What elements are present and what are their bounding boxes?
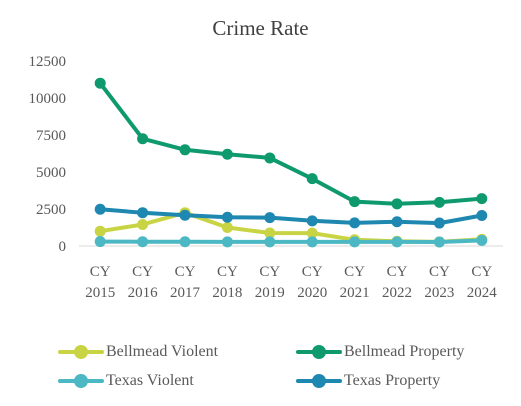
data-point — [221, 211, 233, 223]
series-3 — [94, 203, 488, 229]
series-line — [98, 238, 484, 244]
data-point — [306, 227, 318, 239]
legend-swatch — [296, 343, 342, 361]
legend-label: Bellmead Violent — [106, 343, 219, 360]
data-point — [264, 227, 276, 239]
x-tick-label: CY 2023 — [424, 264, 454, 301]
data-point — [221, 236, 233, 248]
line-chart: 0 2500 5000 7500 10000 12500 CY 2015 CY 2016 CY 201… — [29, 54, 503, 301]
data-point — [264, 212, 276, 224]
data-point — [179, 209, 191, 221]
x-tick-label: CY 2017 — [170, 264, 201, 301]
series-line — [98, 207, 484, 226]
data-point — [137, 219, 149, 231]
legend-label: Bellmead Property — [344, 343, 465, 360]
data-point — [264, 152, 276, 164]
y-tick-label: 12500 — [29, 54, 67, 70]
data-point — [137, 207, 149, 219]
data-point — [476, 210, 488, 222]
data-point — [137, 133, 149, 145]
data-point — [221, 148, 233, 160]
legend-label: Texas Property — [344, 372, 441, 389]
chart-axes: 0 2500 5000 7500 10000 12500 CY 2015 CY 2016 CY 201… — [29, 54, 503, 301]
data-point — [349, 217, 361, 229]
x-tick-label: CY 2020 — [297, 264, 327, 301]
data-point — [433, 217, 445, 229]
x-tick-label: CY 2016 — [128, 264, 159, 301]
data-point — [94, 203, 106, 215]
x-tick-label: CY 2018 — [212, 264, 242, 301]
data-point — [264, 236, 276, 248]
data-point — [221, 222, 233, 233]
data-point — [306, 215, 318, 227]
y-tick-label: 5000 — [36, 165, 66, 181]
data-point — [137, 236, 149, 248]
data-point — [433, 196, 445, 208]
legend-swatch — [296, 372, 342, 390]
series-2 — [94, 234, 488, 248]
series-1 — [94, 77, 488, 210]
data-point — [94, 77, 106, 89]
chart-title: Crime Rate — [212, 16, 309, 40]
series-line — [98, 81, 484, 206]
data-point — [349, 236, 361, 248]
data-point — [179, 236, 191, 248]
x-tick-label: CY 2022 — [382, 264, 412, 301]
data-point — [306, 173, 318, 185]
data-point — [391, 198, 403, 210]
x-tick-label: CY 2015 — [85, 264, 115, 301]
x-tick-label: CY 2019 — [255, 264, 285, 301]
y-tick-label: 0 — [59, 239, 67, 255]
legend-swatch — [58, 372, 104, 390]
legend-item-texas-property: Texas Property — [296, 372, 440, 390]
y-tick-label: 2500 — [36, 202, 66, 218]
data-point — [391, 236, 403, 248]
legend-label: Texas Violent — [106, 372, 194, 389]
data-point — [94, 225, 106, 237]
series-line — [98, 210, 484, 244]
data-point — [433, 236, 445, 248]
data-point — [476, 234, 488, 246]
y-tick-label: 7500 — [36, 128, 66, 144]
legend-swatch — [58, 343, 104, 361]
legend-item-texas-violent: Texas Violent — [58, 372, 194, 390]
data-point — [179, 144, 191, 156]
legend-item-bellmead-property: Bellmead Property — [296, 343, 464, 361]
data-point — [306, 236, 318, 248]
data-point — [94, 236, 106, 248]
chart-legend: Bellmead Violent Bellmead Property Texas… — [0, 337, 521, 397]
y-tick-label: 10000 — [29, 91, 67, 107]
x-tick-label: CY 2024 — [467, 264, 498, 301]
data-point — [476, 193, 488, 205]
legend-item-bellmead-violent: Bellmead Violent — [58, 343, 218, 361]
data-point — [391, 216, 403, 228]
data-point — [349, 196, 361, 208]
series-layer — [94, 77, 488, 248]
x-tick-label: CY 2021 — [340, 264, 370, 301]
